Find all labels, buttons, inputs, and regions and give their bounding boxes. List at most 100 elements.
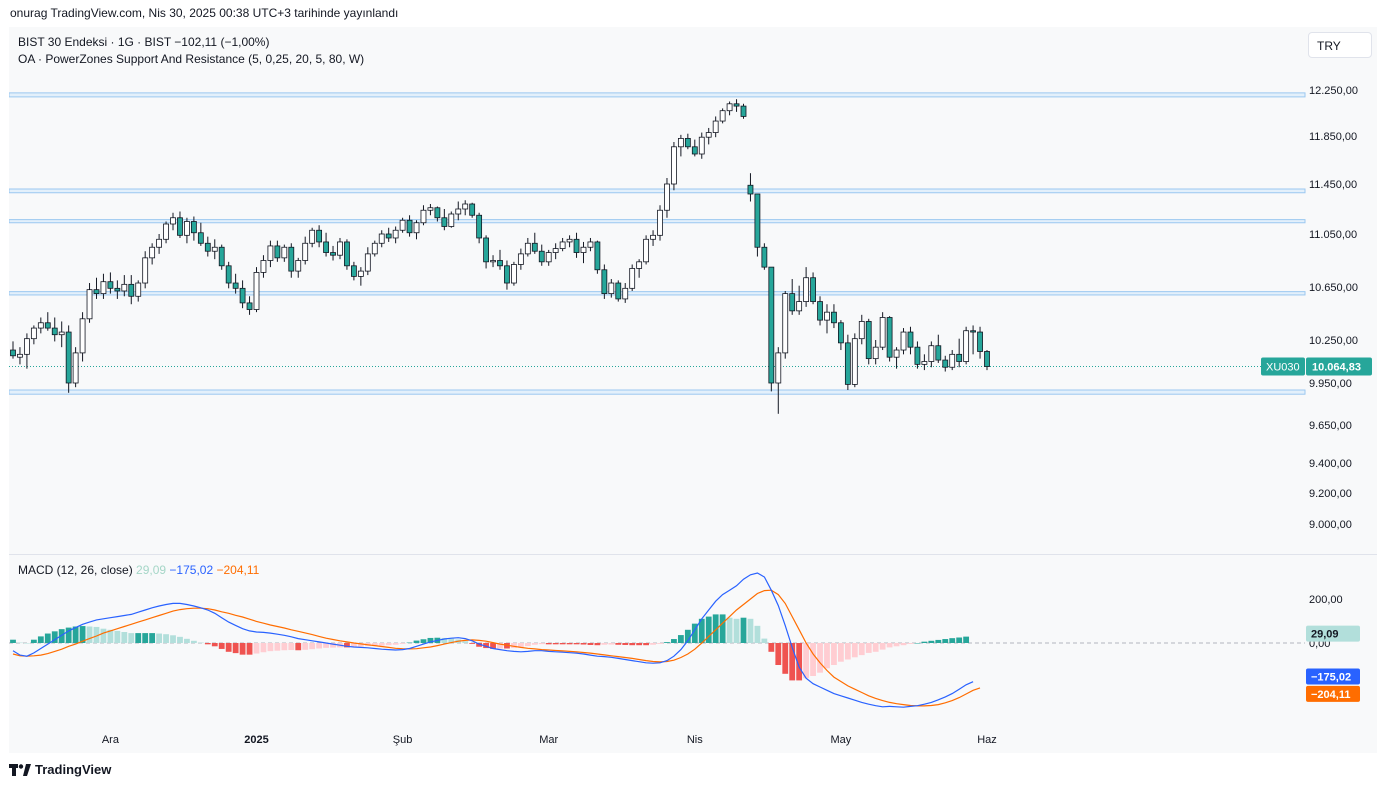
macd-signal-line <box>12 589 981 707</box>
candle <box>504 260 510 290</box>
candle <box>684 133 691 150</box>
candle-body <box>608 282 615 295</box>
candle <box>719 108 726 124</box>
macd-histogram-bar <box>448 638 455 643</box>
macd-histogram-bar <box>204 643 211 645</box>
candle-body <box>114 287 121 292</box>
candle-body <box>448 213 455 227</box>
candle <box>218 244 225 270</box>
candle-body <box>86 289 93 320</box>
pane-separator[interactable] <box>9 554 1377 555</box>
chart-frame[interactable]: 12.250,00 11.850,00 11.450,00 11.050,00 10.6… <box>8 27 1377 753</box>
candle-body <box>747 184 754 195</box>
candle <box>309 227 316 248</box>
candle <box>545 249 552 266</box>
candle <box>914 341 921 369</box>
macd-histogram-bar <box>517 643 524 648</box>
candle-body <box>232 282 239 289</box>
macd-histogram-bar <box>942 639 949 643</box>
macd-histogram-bar <box>782 643 789 674</box>
candle <box>740 103 747 119</box>
macd-histogram-bar <box>490 643 496 649</box>
macd-histogram-bar <box>831 643 837 665</box>
candle-body <box>705 132 712 138</box>
candle-body <box>399 219 406 231</box>
macd-legend[interactable]: MACD (12, 26, close) 29,09 −175,02 −204,… <box>18 563 259 577</box>
candle <box>977 326 983 359</box>
price-pane[interactable]: 12.250,00 11.850,00 11.450,00 11.050,00 10.6… <box>8 27 1377 554</box>
candle <box>733 99 740 112</box>
tradingview-logo[interactable]: TradingView <box>9 762 111 777</box>
candle-body <box>531 242 538 252</box>
candle <box>497 249 503 270</box>
candle-body <box>100 281 107 295</box>
candle <box>865 318 872 365</box>
macd-signal-tag-box <box>1306 685 1360 702</box>
macd-histogram-bar <box>677 635 684 643</box>
macd-histogram-bar <box>295 643 302 651</box>
candle-body <box>434 207 441 219</box>
macd-histogram-bar <box>37 636 44 643</box>
candle <box>385 227 392 242</box>
candle <box>197 222 204 246</box>
time-axis-svg[interactable]: Ara 2025 Şub Mar Nis May Haz <box>9 725 1377 753</box>
candle <box>114 280 121 299</box>
currency-button[interactable]: TRY <box>1308 32 1372 58</box>
macd-histogram-bar <box>865 643 872 653</box>
candle <box>928 341 935 368</box>
macd-histogram-bar <box>476 643 483 647</box>
candle <box>323 232 329 257</box>
time-axis-label: 2025 <box>244 734 268 746</box>
candle <box>789 279 796 315</box>
macd-histogram-bar <box>420 639 427 643</box>
macd-histogram-bar <box>406 642 413 644</box>
macd-histogram-bar <box>858 643 865 656</box>
candle <box>636 259 643 278</box>
macd-histogram-bar <box>427 637 434 643</box>
macd-pane[interactable]: 200,00 0,00 29,09 −175,02 −204,11 MACD (12, … <box>9 555 1377 725</box>
macd-value-tag-box <box>1306 668 1360 685</box>
candle <box>754 193 761 257</box>
macd-hist-tag-box <box>1306 625 1360 642</box>
candle <box>594 240 601 274</box>
candle-body <box>225 265 232 284</box>
macd-histogram-bar <box>684 629 691 643</box>
candle-body <box>267 245 274 261</box>
candle <box>364 247 371 276</box>
candle <box>267 240 274 268</box>
macd-histogram-bar <box>462 641 469 643</box>
candle <box>462 200 469 216</box>
candle <box>726 101 733 116</box>
candle <box>246 296 253 315</box>
candle <box>705 127 712 145</box>
symbol-legend[interactable]: BIST 30 Endeksi · 1G · BIST −102,11 (−1,… <box>18 35 270 49</box>
price-axis-label: 9.400,00 <box>1309 458 1352 470</box>
candle <box>531 232 538 254</box>
macd-histogram-bar <box>531 643 538 645</box>
candle <box>58 321 65 348</box>
candle-body <box>163 223 169 240</box>
candle-body <box>504 265 510 284</box>
macd-histogram-bar <box>559 643 566 645</box>
macd-histogram-bar <box>573 643 580 645</box>
macd-histogram-bar <box>184 638 190 643</box>
time-axis[interactable]: Ara 2025 Şub Mar Nis May Haz <box>9 725 1377 753</box>
macd-histogram-bar <box>851 643 858 658</box>
macd-histogram-bar <box>86 626 93 643</box>
candle <box>93 277 100 299</box>
macd-histogram-bar <box>309 643 316 650</box>
candle <box>664 178 670 218</box>
price-chart-svg[interactable]: 12.250,00 11.850,00 11.450,00 11.050,00 10.6… <box>8 27 1377 554</box>
macd-histogram-bar <box>163 634 169 643</box>
indicator-legend[interactable]: OA · PowerZones Support And Resistance (… <box>18 52 365 66</box>
macd-histogram-bar <box>281 643 288 651</box>
macd-histogram-bar <box>121 632 128 643</box>
last-price-text: 10.064,83 <box>1312 362 1361 374</box>
candle <box>524 237 531 257</box>
candle <box>671 142 677 191</box>
candle-body <box>900 331 907 351</box>
support-resistance-zone <box>8 92 1306 98</box>
candle <box>886 316 893 362</box>
macd-histogram-bar <box>712 614 719 643</box>
